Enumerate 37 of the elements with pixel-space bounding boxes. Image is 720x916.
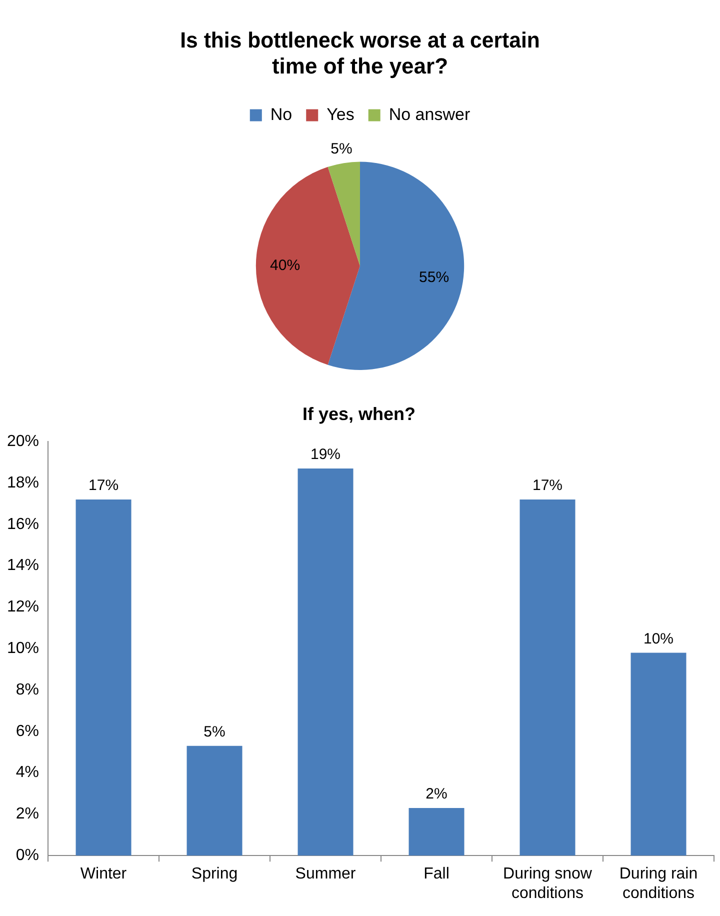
y-tick-label: 6%: [16, 722, 40, 740]
y-tick-label: 10%: [6, 640, 40, 658]
y-tick-label: 16%: [6, 516, 40, 533]
bar: [298, 468, 354, 856]
x-tick-label: Winter: [80, 866, 128, 883]
x-tick-label: Summer: [295, 866, 356, 883]
legend-label: No: [270, 104, 292, 124]
data-label: 19%: [310, 446, 341, 464]
y-tick-label: 12%: [6, 598, 40, 616]
y-tick-label: 20%: [6, 433, 40, 450]
x-tick-label: Spring: [191, 866, 238, 883]
x-tick-label: During snow conditions: [503, 866, 592, 902]
data-label: 2%: [426, 786, 448, 803]
chart-title: If yes, when?: [302, 404, 416, 424]
bar: [408, 808, 464, 856]
legend-label: Yes: [326, 104, 354, 124]
legend-label: No answer: [388, 104, 470, 124]
data-label: 5%: [330, 140, 352, 158]
data-label: 17%: [88, 477, 119, 494]
y-tick-label: 4%: [16, 764, 40, 782]
y-tick-label: 2%: [16, 806, 40, 823]
x-tick-label: Fall: [424, 866, 450, 883]
x-tick-label: During rain conditions: [619, 866, 698, 902]
bar: [186, 746, 242, 856]
y-tick-label: 14%: [6, 557, 40, 574]
data-label: 17%: [532, 477, 563, 494]
chart-title: Is this bottleneck worse at a certain time of the year?: [180, 26, 540, 79]
data-label: 10%: [643, 630, 674, 648]
y-tick-label: 8%: [16, 681, 40, 698]
bar: [520, 500, 576, 856]
data-label: 55%: [419, 268, 450, 286]
bar: [76, 500, 132, 856]
data-label: 40%: [270, 257, 300, 274]
y-tick-label: 18%: [6, 474, 40, 492]
data-label: 5%: [204, 724, 226, 741]
y-tick-label: 0%: [16, 847, 40, 864]
bar: [630, 652, 686, 856]
